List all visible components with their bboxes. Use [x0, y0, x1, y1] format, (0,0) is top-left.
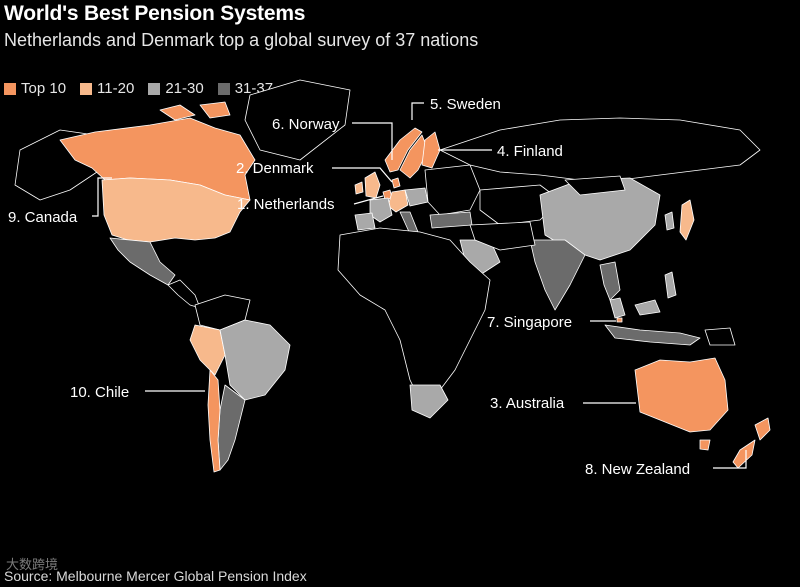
- region-mongolia: [564, 175, 626, 196]
- country-peru: [189, 324, 226, 376]
- leader-canada: [92, 177, 112, 217]
- country-south-africa: [409, 384, 449, 419]
- country-new-zealand: [732, 417, 771, 469]
- source-note: Source: Melbourne Mercer Global Pension …: [4, 568, 307, 584]
- label-canada: 9. Canada: [8, 209, 78, 226]
- country-india: [529, 239, 586, 311]
- region-central-america: [167, 279, 201, 309]
- label-chile: 10. Chile: [70, 384, 129, 401]
- region-greenland: [244, 79, 351, 161]
- country-canada-islands: [159, 101, 231, 121]
- leader-netherlands: [353, 195, 384, 205]
- label-sweden: 5. Sweden: [430, 96, 501, 113]
- country-philippines: [664, 271, 677, 299]
- region-eastern-europe: [424, 164, 481, 216]
- legend-item-11-20: 11-20: [80, 80, 134, 97]
- region-middle-east: [469, 221, 536, 251]
- legend-swatch-31-37: [217, 82, 230, 95]
- country-norway: [384, 127, 423, 173]
- legend-label-11-20: 11-20: [97, 80, 135, 97]
- country-malaysia: [609, 297, 661, 319]
- legend-swatch-11-20: [80, 82, 93, 95]
- chart-title: World's Best Pension Systems: [4, 2, 306, 25]
- watermark: 大数跨境: [6, 557, 59, 572]
- leader-norway: [352, 122, 393, 160]
- region-png: [704, 327, 736, 346]
- country-australia: [634, 357, 729, 433]
- legend-swatch-21-30: [148, 82, 161, 95]
- legend-swatch-top10: [4, 82, 16, 95]
- country-tasmania: [699, 439, 711, 451]
- country-finland: [421, 131, 441, 169]
- country-france: [369, 197, 393, 223]
- country-singapore: [616, 317, 623, 323]
- country-indonesia: [604, 324, 701, 346]
- label-finland: 4. Finland: [497, 143, 563, 160]
- country-mexico: [109, 237, 176, 286]
- country-japan: [679, 199, 695, 241]
- region-africa: [337, 227, 491, 401]
- label-netherlands: 1. Netherlands: [237, 196, 335, 213]
- country-ireland: [354, 181, 364, 195]
- label-denmark: 2. Denmark: [236, 160, 314, 177]
- label-norway: 6. Norway: [272, 116, 340, 133]
- legend-item-top10: Top 10: [4, 80, 66, 97]
- leader-sweden: [411, 102, 424, 120]
- country-usa: [101, 177, 251, 243]
- chart-subtitle: Netherlands and Denmark top a global sur…: [4, 30, 479, 50]
- country-brazil: [219, 319, 291, 401]
- country-thailand: [599, 261, 621, 301]
- country-korea: [664, 211, 675, 231]
- country-poland-austria: [404, 187, 429, 207]
- label-singapore: 7. Singapore: [487, 314, 572, 331]
- leader-lines: [92, 102, 747, 469]
- country-spain: [354, 212, 376, 231]
- label-new-zealand: 8. New Zealand: [585, 461, 690, 478]
- country-denmark: [391, 177, 401, 189]
- country-chile: [207, 369, 221, 473]
- country-turkey: [429, 211, 473, 229]
- legend-label-21-30: 21-30: [165, 80, 204, 97]
- legend-label-top10: Top 10: [21, 80, 67, 97]
- leader-new-zealand: [713, 450, 747, 469]
- country-uk: [364, 171, 381, 199]
- country-argentina: [217, 384, 246, 471]
- legend-item-21-30: 21-30: [148, 80, 204, 97]
- label-australia: 3. Australia: [490, 395, 565, 412]
- leader-denmark: [332, 167, 393, 183]
- region-russia: [439, 117, 761, 181]
